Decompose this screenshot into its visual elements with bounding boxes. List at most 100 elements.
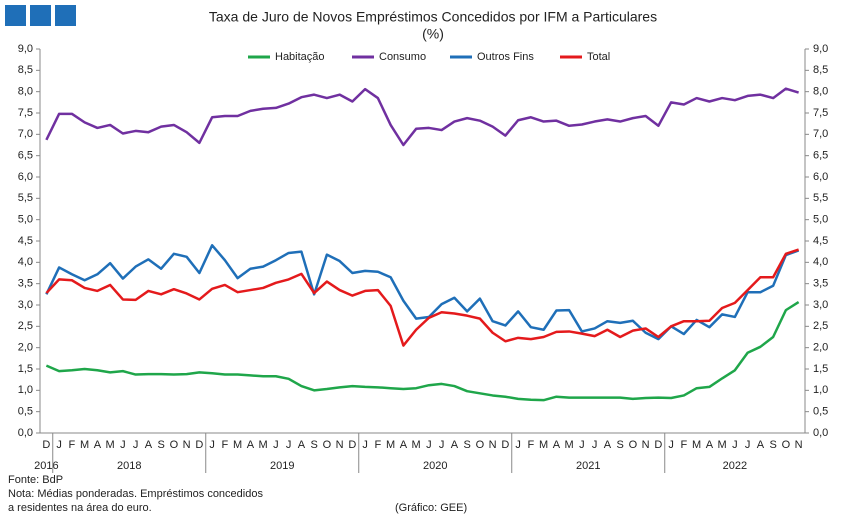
legend-label: Habitação: [275, 51, 325, 63]
x-tick-label: J: [286, 439, 292, 451]
x-tick-label: J: [209, 439, 215, 451]
x-tick-label: N: [489, 439, 497, 451]
y2-tick-label: 5,5: [813, 192, 828, 204]
y-tick-label: 7,0: [18, 128, 33, 140]
x-tick-label: M: [718, 439, 727, 451]
y-tick-label: 7,5: [18, 107, 33, 119]
chart-subtitle: (%): [422, 26, 444, 42]
y2-tick-label: 0,0: [813, 427, 828, 439]
y-tick-label: 2,0: [18, 342, 33, 354]
year-label: 2016: [34, 460, 58, 472]
x-tick-label: A: [706, 439, 714, 451]
x-tick-label: D: [42, 439, 50, 451]
y2-tick-label: 8,5: [813, 64, 828, 76]
x-tick-label: N: [336, 439, 344, 451]
y-tick-label: 5,5: [18, 192, 33, 204]
year-label: 2019: [270, 460, 294, 472]
x-tick-label: J: [592, 439, 598, 451]
x-tick-label: D: [501, 439, 509, 451]
x-tick-label: N: [795, 439, 803, 451]
x-tick-label: M: [259, 439, 268, 451]
legend-label: Total: [587, 51, 610, 63]
y2-tick-label: 1,0: [813, 384, 828, 396]
note: Fonte: BdP: [8, 474, 63, 486]
x-tick-label: J: [515, 439, 521, 451]
y-tick-label: 0,5: [18, 406, 33, 418]
y-tick-label: 1,0: [18, 384, 33, 396]
y-tick-label: 1,5: [18, 363, 33, 375]
x-tick-label: J: [133, 439, 139, 451]
y2-tick-label: 5,0: [813, 214, 828, 226]
x-tick-label: A: [604, 439, 612, 451]
x-tick-label: D: [348, 439, 356, 451]
x-tick-label: M: [386, 439, 395, 451]
y2-tick-label: 2,0: [813, 342, 828, 354]
x-tick-label: A: [94, 439, 102, 451]
series-line: [45, 244, 800, 341]
year-label: 2018: [117, 460, 141, 472]
year-label: 2021: [576, 460, 600, 472]
series-line: [45, 248, 800, 347]
y-tick-label: 2,5: [18, 320, 33, 332]
series-line: [45, 300, 800, 402]
x-tick-label: S: [157, 439, 164, 451]
y-tick-label: 9,0: [18, 43, 33, 55]
x-tick-label: O: [323, 439, 332, 451]
x-tick-label: M: [106, 439, 115, 451]
y2-tick-label: 3,5: [813, 278, 828, 290]
x-tick-label: O: [170, 439, 179, 451]
logo-square: [55, 5, 76, 26]
x-tick-label: S: [616, 439, 623, 451]
y-tick-label: 3,0: [18, 299, 33, 311]
x-tick-label: F: [681, 439, 688, 451]
x-tick-label: J: [668, 439, 674, 451]
x-tick-label: J: [120, 439, 126, 451]
y2-tick-label: 6,0: [813, 171, 828, 183]
y2-tick-label: 4,5: [813, 235, 828, 247]
x-tick-label: A: [553, 439, 561, 451]
x-tick-label: A: [298, 439, 306, 451]
series-line: [45, 87, 799, 147]
logo-square: [30, 5, 51, 26]
y2-tick-label: 1,5: [813, 363, 828, 375]
x-tick-label: M: [692, 439, 701, 451]
year-label: 2020: [423, 460, 447, 472]
x-tick-label: J: [732, 439, 738, 451]
y-tick-label: 6,0: [18, 171, 33, 183]
x-tick-label: A: [400, 439, 408, 451]
y-tick-label: 0,0: [18, 427, 33, 439]
x-tick-label: J: [362, 439, 368, 451]
x-tick-label: A: [247, 439, 255, 451]
x-tick-label: M: [80, 439, 89, 451]
x-tick-label: J: [273, 439, 279, 451]
x-tick-label: A: [145, 439, 153, 451]
x-tick-label: F: [69, 439, 76, 451]
y-tick-label: 6,5: [18, 150, 33, 162]
legend-label: Consumo: [379, 51, 426, 63]
x-tick-label: O: [476, 439, 485, 451]
y2-tick-label: 4,0: [813, 256, 828, 268]
y2-tick-label: 7,5: [813, 107, 828, 119]
y2-tick-label: 8,0: [813, 86, 828, 98]
y2-tick-label: 9,0: [813, 43, 828, 55]
y-tick-label: 4,5: [18, 235, 33, 247]
y-tick-label: 5,0: [18, 214, 33, 226]
y2-tick-label: 3,0: [813, 299, 828, 311]
y-tick-label: 3,5: [18, 278, 33, 290]
x-tick-label: M: [412, 439, 421, 451]
x-tick-label: N: [642, 439, 650, 451]
x-tick-label: A: [451, 439, 459, 451]
note: a residentes na área do euro.: [8, 502, 152, 514]
x-tick-label: D: [654, 439, 662, 451]
x-tick-label: J: [745, 439, 751, 451]
x-tick-label: A: [757, 439, 765, 451]
x-tick-label: N: [183, 439, 191, 451]
y2-tick-label: 0,5: [813, 406, 828, 418]
chart-title: Taxa de Juro de Novos Empréstimos Conced…: [209, 9, 657, 25]
y-tick-label: 8,5: [18, 64, 33, 76]
x-tick-label: S: [310, 439, 317, 451]
x-tick-label: J: [579, 439, 585, 451]
x-tick-label: M: [539, 439, 548, 451]
x-tick-label: F: [528, 439, 535, 451]
x-tick-label: F: [222, 439, 229, 451]
